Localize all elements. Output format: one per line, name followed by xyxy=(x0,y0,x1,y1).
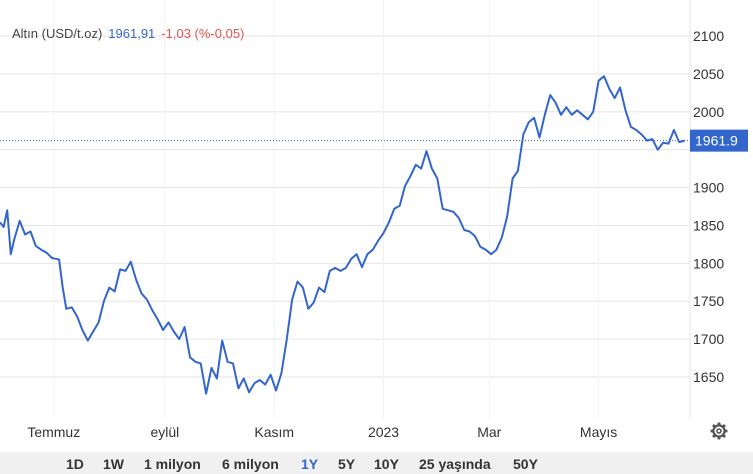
gear-icon xyxy=(710,422,728,440)
range-button-1d[interactable]: 1D xyxy=(66,456,84,472)
current-value: 1961,91 xyxy=(108,26,156,41)
grid-lines xyxy=(0,0,691,418)
range-button-10y[interactable]: 10Y xyxy=(374,456,399,472)
range-button-1y[interactable]: 1Y xyxy=(301,456,319,472)
chart-area[interactable]: 1650 1700 1750 1800 1850 1900 2000 2050 2100 Tem… xyxy=(0,0,753,450)
last-price-tag: 1961.9 xyxy=(690,129,748,152)
x-tick-label: Mayıs xyxy=(580,424,617,440)
range-button-5y[interactable]: 5Y xyxy=(338,456,356,472)
price-chart: 1650 1700 1750 1800 1850 1900 2000 2050 2100 Tem… xyxy=(0,0,748,440)
range-button-6-milyon[interactable]: 6 milyon xyxy=(222,456,279,472)
y-tick-label: 2000 xyxy=(693,104,724,120)
y-tick-label: 2050 xyxy=(693,66,724,82)
x-axis: Temmuz eylül Kasım 2023 Mar Mayıs xyxy=(27,424,617,440)
y-tick-label: 1800 xyxy=(693,255,724,271)
y-axis: 1650 1700 1750 1800 1850 1900 2000 2050 2100 xyxy=(693,28,724,385)
y-tick-label: 1700 xyxy=(693,331,724,347)
range-button-50y[interactable]: 50Y xyxy=(513,456,538,472)
y-tick-label: 1650 xyxy=(693,369,724,385)
last-price-label: 1961.9 xyxy=(695,133,738,149)
range-button-1w[interactable]: 1W xyxy=(103,456,124,472)
instrument-name: Altın (USD/t.oz) xyxy=(12,26,103,41)
x-tick-label: 2023 xyxy=(368,424,399,440)
price-change: -1,03 (%-0,05) xyxy=(161,26,245,41)
range-button-1-milyon[interactable]: 1 milyon xyxy=(144,456,201,472)
y-tick-label: 1900 xyxy=(693,180,724,196)
x-tick-label: Mar xyxy=(477,424,501,440)
settings-button[interactable] xyxy=(709,421,729,441)
y-tick-label: 1750 xyxy=(693,293,724,309)
gold-price-line xyxy=(0,75,685,395)
y-tick-label: 2100 xyxy=(693,28,724,44)
y-tick-label: 1850 xyxy=(693,217,724,233)
range-selector: 1D 1W 1 milyon 6 milyon 1Y 5Y 10Y 25 yaş… xyxy=(0,452,753,474)
x-tick-label: Kasım xyxy=(254,424,294,440)
x-tick-label: eylül xyxy=(150,424,179,440)
chart-legend: Altın (USD/t.oz) 1961,91 -1,03 (%-0,05) xyxy=(12,26,244,41)
range-button-25-yasinda[interactable]: 25 yaşında xyxy=(419,456,491,472)
x-tick-label: Temmuz xyxy=(27,424,80,440)
